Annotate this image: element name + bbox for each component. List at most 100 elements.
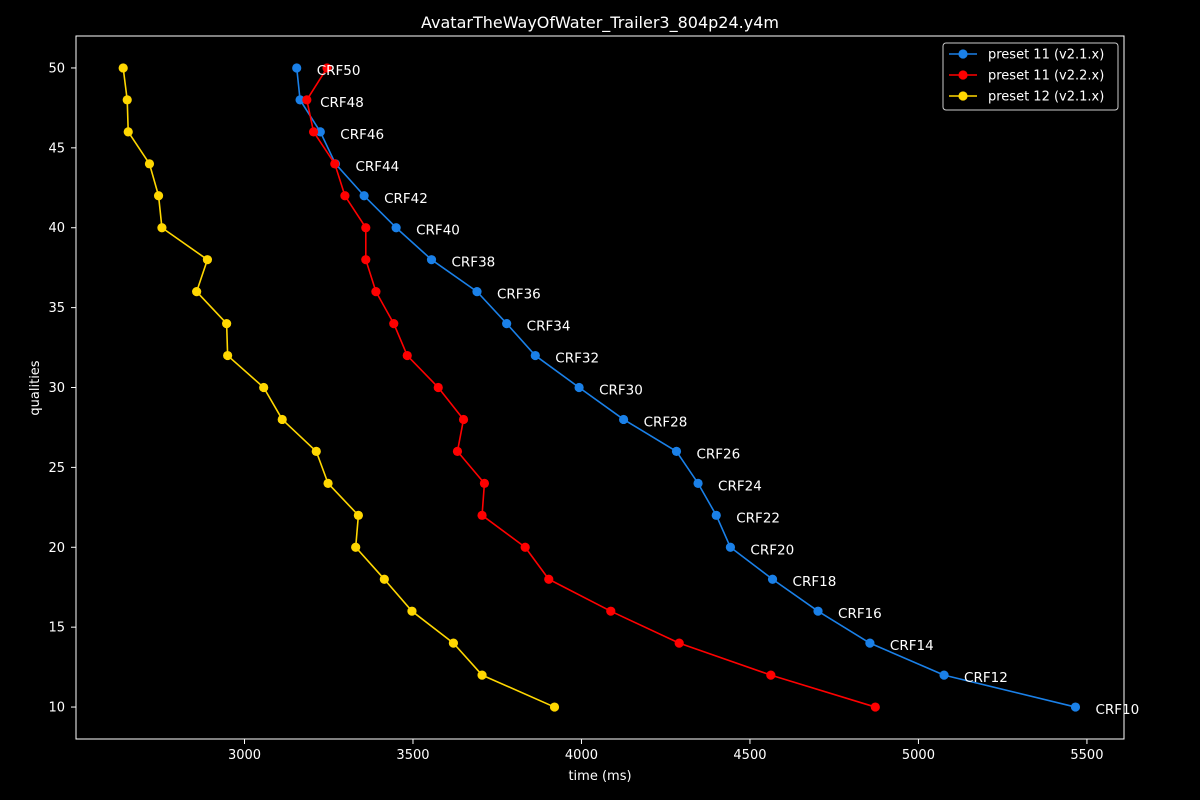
point-label: CRF50 [317, 63, 361, 79]
data-point [295, 95, 305, 105]
data-point [277, 414, 287, 425]
series-1 [292, 63, 1081, 712]
data-point [353, 510, 363, 520]
data-point [122, 95, 132, 105]
data-point [458, 414, 469, 425]
legend-item: preset 11 (v2.2.x) [949, 69, 1104, 84]
data-point [530, 350, 540, 361]
data-point [725, 542, 736, 552]
point-label: CRF20 [750, 542, 794, 558]
data-point [292, 63, 302, 73]
point-label: CRF26 [696, 446, 740, 462]
point-label-layer: CRF50 CRF48 CRF46 CRF44 CRF42 CRF40 CRF38CRF36… [317, 63, 1140, 718]
data-point [192, 287, 202, 297]
y-tick-label: 10 [48, 701, 65, 716]
data-point [479, 478, 490, 488]
data-point [202, 255, 213, 265]
data-point [1070, 702, 1081, 712]
point-label: CRF28 [644, 414, 688, 430]
data-point [389, 318, 399, 329]
data-point [477, 670, 487, 680]
x-tick-label: 3500 [396, 748, 429, 763]
data-point [371, 287, 381, 297]
x-tick-label: 3000 [228, 748, 261, 763]
point-label: CRF48 [320, 95, 364, 111]
point-label: CRF36 [497, 287, 541, 303]
data-point [502, 318, 512, 329]
data-point [671, 446, 682, 457]
data-point [448, 638, 459, 648]
point-label: CRF14 [890, 638, 934, 654]
legend-box [942, 42, 1119, 111]
data-point [674, 638, 684, 648]
data-point [477, 510, 487, 520]
legend-item: preset 11 (v2.1.x) [949, 48, 1104, 63]
y-axis: 10 15 20 25 30 35 40 45 50 [48, 61, 76, 716]
data-point [153, 191, 164, 201]
point-label: CRF10 [1095, 702, 1139, 718]
series-2 [302, 63, 880, 712]
data-point [308, 127, 319, 137]
y-tick-label: 15 [48, 621, 65, 636]
data-point [939, 670, 949, 680]
legend-label: preset 11 (v2.1.x) [988, 48, 1104, 63]
point-label: CRF34 [527, 319, 571, 335]
y-tick-label: 35 [48, 301, 65, 316]
y-tick-label: 40 [48, 221, 65, 236]
data-point [351, 542, 361, 552]
y-tick-label: 30 [48, 381, 65, 396]
data-point [361, 255, 371, 265]
data-point [144, 159, 155, 169]
data-point [402, 350, 412, 361]
point-label: CRF22 [736, 510, 780, 526]
y-tick-label: 50 [48, 61, 65, 76]
data-point [426, 255, 437, 265]
y-tick-label: 20 [48, 541, 65, 556]
data-point [222, 318, 232, 329]
legend: preset 11 (v2.1.x) preset 11 (v2.2.x) pres… [942, 42, 1119, 111]
legend-marker [958, 49, 968, 59]
data-point [118, 63, 128, 73]
x-tick-label: 4500 [733, 748, 766, 763]
x-tick-label: 4000 [565, 748, 598, 763]
point-label: CRF16 [838, 606, 882, 622]
data-point [340, 191, 350, 201]
data-point [865, 638, 875, 648]
data-point [361, 223, 371, 233]
x-tick-label: 5000 [902, 748, 935, 763]
point-label: CRF24 [718, 478, 762, 494]
data-point [813, 606, 823, 616]
data-point [157, 223, 167, 233]
data-point [391, 223, 401, 233]
legend-marker [958, 91, 968, 101]
point-label: CRF38 [452, 255, 496, 271]
data-point [123, 127, 133, 137]
point-label: CRF44 [355, 159, 399, 175]
data-point [302, 95, 312, 105]
data-point [433, 382, 443, 393]
data-point [520, 542, 530, 552]
data-point [315, 127, 325, 137]
data-point [322, 63, 332, 73]
data-point [766, 670, 776, 680]
data-point [870, 702, 880, 712]
point-label: CRF40 [416, 223, 460, 239]
data-point [544, 574, 554, 584]
series-3 [118, 63, 560, 712]
data-point [379, 574, 389, 584]
legend-label: preset 11 (v2.2.x) [988, 69, 1104, 84]
x-axis-label: time (ms) [568, 769, 631, 784]
legend-item: preset 12 (v2.1.x) [949, 90, 1104, 105]
point-label: CRF18 [793, 574, 837, 590]
data-point [311, 446, 321, 457]
y-tick-label: 25 [48, 461, 65, 476]
legend-marker [958, 70, 968, 80]
point-label: CRF32 [555, 351, 599, 367]
data-point [323, 478, 333, 488]
data-point [606, 606, 616, 616]
point-label: CRF46 [340, 127, 384, 143]
data-point [618, 414, 629, 425]
data-point [472, 287, 482, 297]
